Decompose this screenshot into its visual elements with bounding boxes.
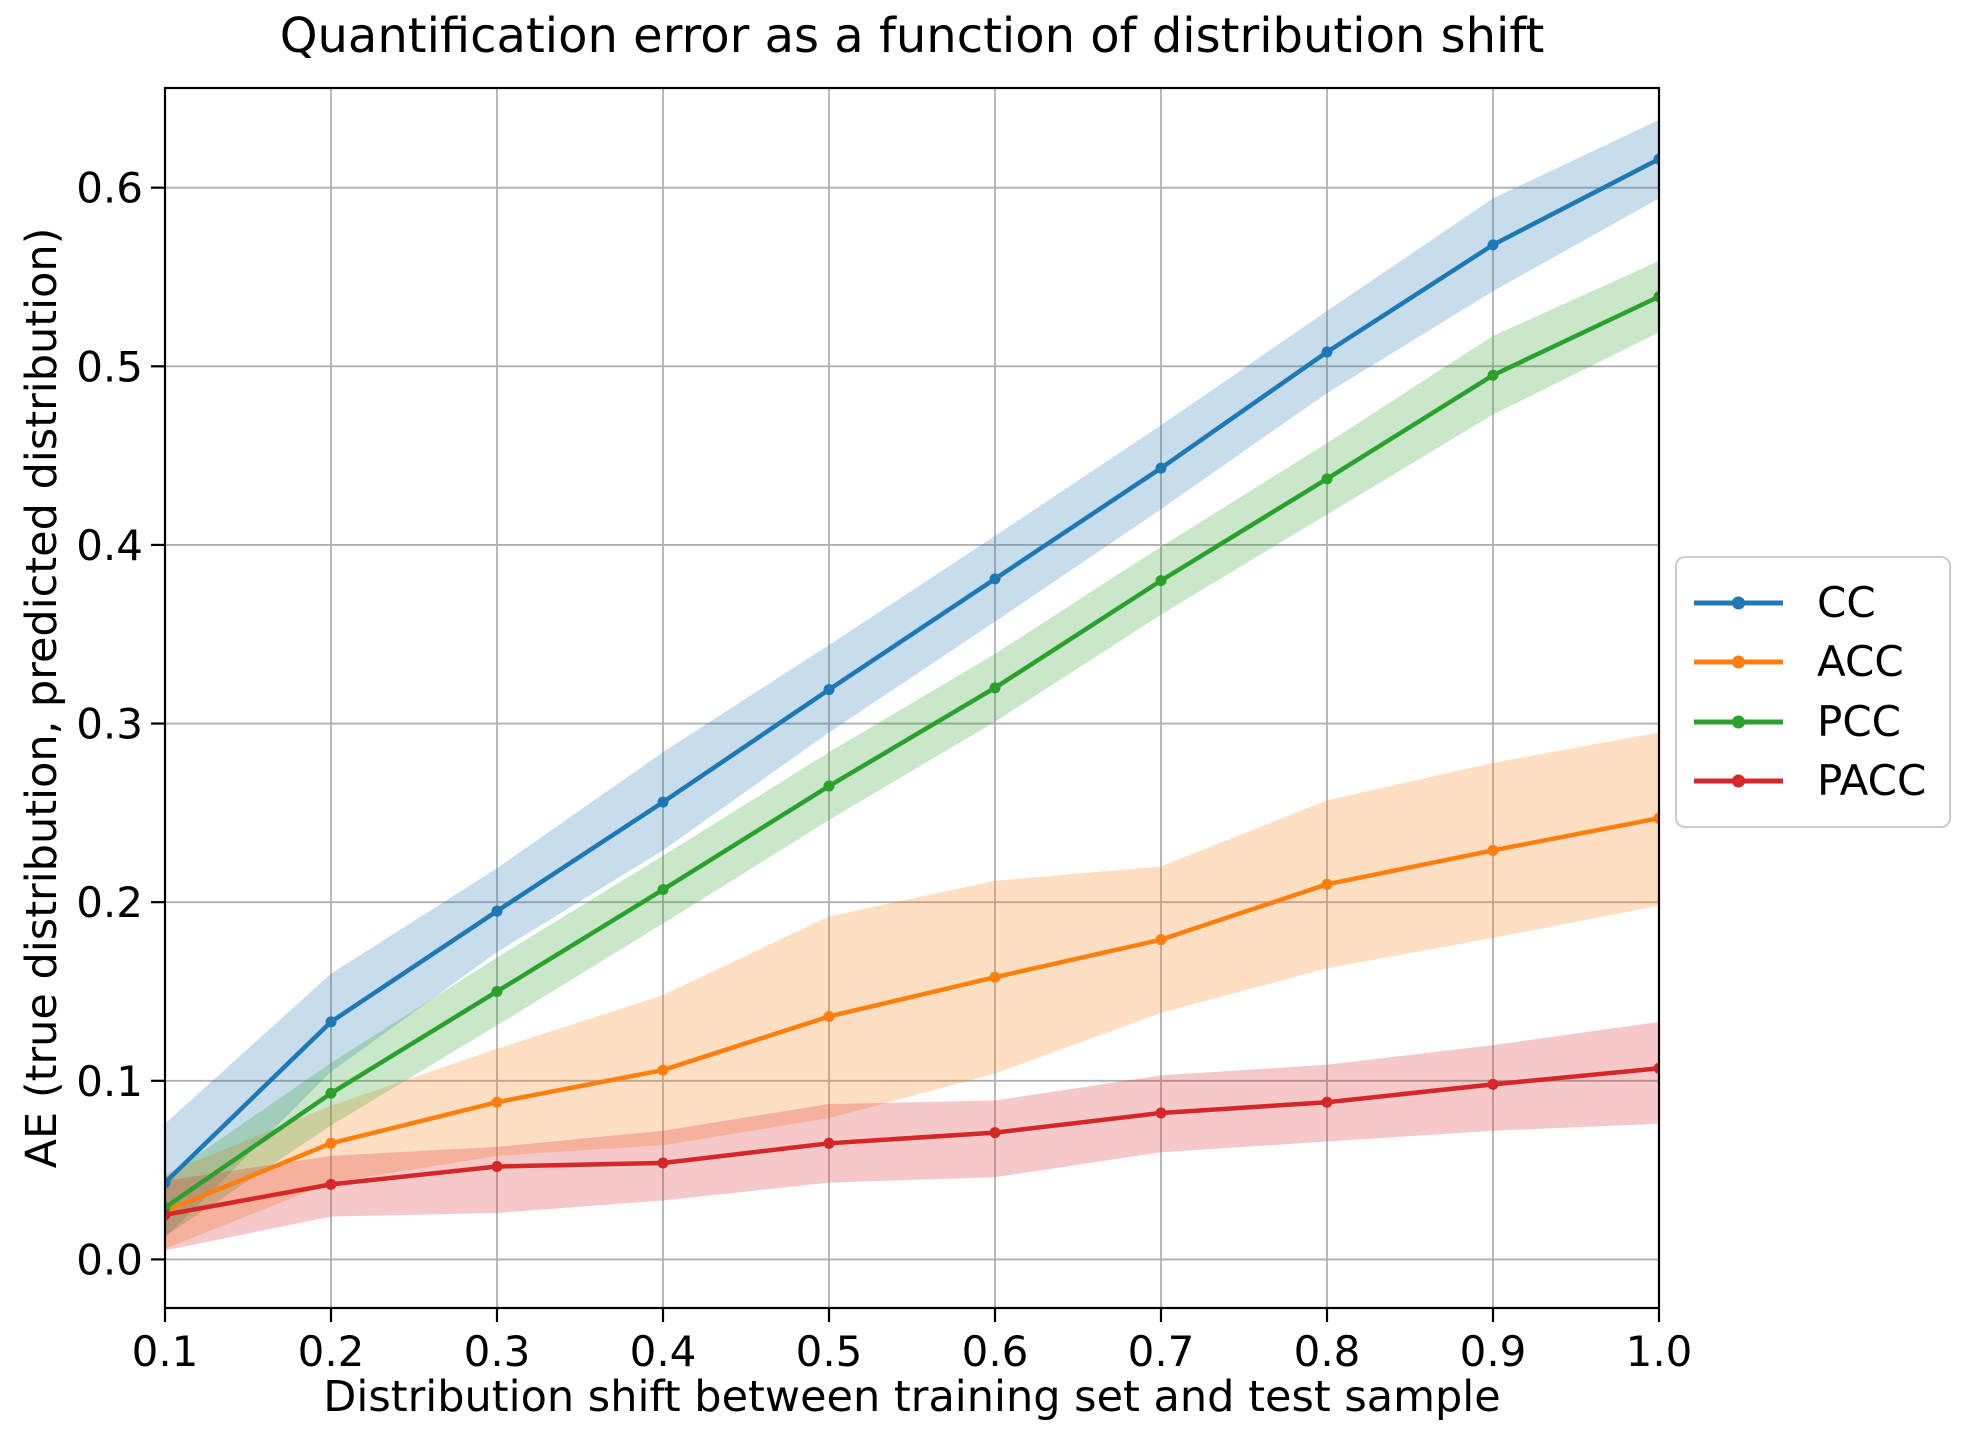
series-line-ACC xyxy=(165,816,1659,1214)
x-tick-label-0.3: 0.3 xyxy=(464,1327,531,1376)
marker-PCC-0.6 xyxy=(989,682,1001,694)
y-tick-label-0.1: 0.1 xyxy=(76,1057,143,1106)
x-tick-label-0.2: 0.2 xyxy=(298,1327,365,1376)
marker-PACC-1.0 xyxy=(1653,1062,1659,1074)
axes-box xyxy=(163,86,1661,1310)
series-line-PCC xyxy=(165,294,1659,1210)
series-band-ACC xyxy=(165,732,1659,1249)
marker-ACC-0.2 xyxy=(325,1137,337,1149)
x-tick-label-0.4: 0.4 xyxy=(630,1327,697,1376)
marker-PACC-0.5 xyxy=(823,1137,835,1149)
marker-ACC-0.9 xyxy=(1487,844,1499,856)
series-line-PACC xyxy=(165,1066,1659,1217)
marker-PCC-0.2 xyxy=(325,1087,337,1099)
marker-PCC-0.8 xyxy=(1321,473,1333,485)
chart-title: Quantification error as a function of di… xyxy=(279,8,1545,64)
marker-ACC-0.3 xyxy=(491,1096,503,1108)
marker-PCC-0.5 xyxy=(823,780,835,792)
marker-CC-0.8 xyxy=(1321,346,1333,358)
marker-CC-0.9 xyxy=(1487,239,1499,251)
x-axis-label: Distribution shift between training set … xyxy=(323,1372,1501,1422)
marker-ACC-0.5 xyxy=(823,1010,835,1022)
legend: CC ACC PCC PACC xyxy=(1675,556,1951,828)
marker-CC-0.5 xyxy=(823,684,835,696)
marker-PACC-0.7 xyxy=(1155,1107,1167,1119)
legend-item-ACC: ACC xyxy=(1692,641,1949,683)
legend-item-PACC: PACC xyxy=(1692,760,1949,802)
marker-CC-0.2 xyxy=(325,1016,337,1028)
marker-CC-1.0 xyxy=(1653,153,1659,165)
series-band-CC xyxy=(165,119,1659,1238)
x-tick-label-0.7: 0.7 xyxy=(1128,1327,1195,1376)
marker-PCC-1.0 xyxy=(1653,291,1659,303)
legend-label-CC: CC xyxy=(1817,577,1876,627)
marker-CC-0.1 xyxy=(165,1177,171,1189)
marker-ACC-1.0 xyxy=(1653,812,1659,824)
marker-PACC-0.4 xyxy=(657,1157,669,1169)
marker-PACC-0.9 xyxy=(1487,1078,1499,1090)
legend-sample-line-PACC xyxy=(1694,774,1783,788)
marker-PCC-0.4 xyxy=(657,884,669,896)
series-line-CC xyxy=(165,157,1659,1185)
marker-PACC-0.8 xyxy=(1321,1096,1333,1108)
marker-PCC-0.9 xyxy=(1487,369,1499,381)
legend-label-PACC: PACC xyxy=(1817,756,1927,806)
marker-PACC-0.1 xyxy=(165,1209,171,1221)
marker-ACC-0.4 xyxy=(657,1064,669,1076)
series-group xyxy=(165,119,1659,1251)
legend-item-CC: CC xyxy=(1692,577,1949,627)
marker-PACC-0.2 xyxy=(325,1178,337,1190)
marker-ACC-0.7 xyxy=(1155,934,1167,946)
marker-ACC-0.8 xyxy=(1321,878,1333,890)
legend-label-ACC: ACC xyxy=(1817,637,1904,687)
x-tick-label-0.9: 0.9 xyxy=(1460,1327,1527,1376)
y-tick-label-0.3: 0.3 xyxy=(76,700,143,749)
y-tick-label-0.4: 0.4 xyxy=(76,521,143,570)
x-tick-label-0.1: 0.1 xyxy=(132,1327,199,1376)
y-tick-label-0.2: 0.2 xyxy=(76,878,143,927)
x-tick-label-0.6: 0.6 xyxy=(962,1327,1029,1376)
legend-sample-line-PCC xyxy=(1694,715,1783,729)
marker-PACC-0.3 xyxy=(491,1161,503,1173)
marker-CC-0.4 xyxy=(657,796,669,808)
x-tick-label-0.5: 0.5 xyxy=(796,1327,863,1376)
marker-CC-0.3 xyxy=(491,905,503,917)
legend-sample-line-ACC xyxy=(1694,655,1783,669)
x-tick-label-0.8: 0.8 xyxy=(1294,1327,1361,1376)
y-tick-label-0.0: 0.0 xyxy=(76,1235,143,1284)
marker-CC-0.6 xyxy=(989,573,1001,585)
marker-PCC-0.7 xyxy=(1155,575,1167,587)
legend-item-PCC: PCC xyxy=(1692,696,1949,746)
y-tick-label-0.6: 0.6 xyxy=(76,164,143,213)
legend-label-PCC: PCC xyxy=(1817,696,1901,746)
x-tick-label-1.0: 1.0 xyxy=(1626,1327,1693,1376)
legend-sample-line-CC xyxy=(1694,596,1783,610)
marker-CC-0.7 xyxy=(1155,462,1167,474)
y-tick-label-0.5: 0.5 xyxy=(76,342,143,391)
marker-PACC-0.6 xyxy=(989,1127,1001,1139)
marker-ACC-0.6 xyxy=(989,971,1001,983)
marker-PCC-0.3 xyxy=(491,985,503,997)
